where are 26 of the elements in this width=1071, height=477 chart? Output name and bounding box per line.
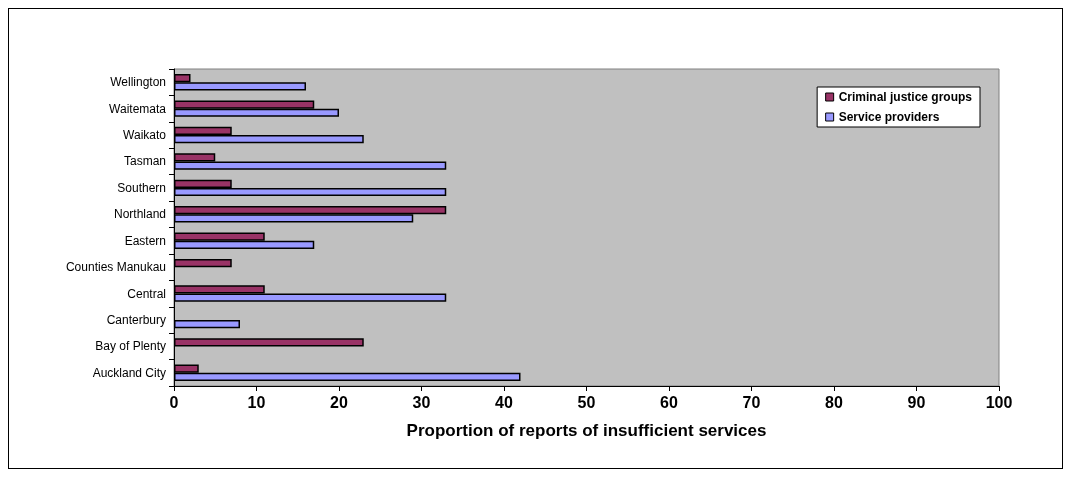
x-tick-label: 20 xyxy=(330,393,348,411)
y-tick-label: Wellington xyxy=(110,75,166,90)
y-tick-label: Canterbury xyxy=(106,312,166,327)
x-tick-label: 70 xyxy=(742,393,761,411)
legend-label: Criminal justice groups xyxy=(838,90,973,104)
x-axis-title: Proportion of reports of insufficient services xyxy=(406,421,767,440)
x-tick-label: 30 xyxy=(412,393,431,411)
y-tick-label: Central xyxy=(127,286,166,301)
x-tick-label: 100 xyxy=(985,393,1013,411)
x-tick-label: 0 xyxy=(169,393,179,411)
y-tick-label: Eastern xyxy=(124,233,166,248)
y-tick-label: Northland xyxy=(113,207,166,222)
y-tick-label: Waikato xyxy=(123,128,167,143)
x-tick-label: 10 xyxy=(247,393,266,411)
x-tick-label: 40 xyxy=(495,393,513,411)
y-tick-label: Southern xyxy=(117,180,166,195)
x-tick-label: 90 xyxy=(907,393,926,411)
x-tick-label: 60 xyxy=(660,393,678,411)
x-tick-label: 50 xyxy=(577,393,596,411)
x-tick-label: 80 xyxy=(825,393,843,411)
y-tick-label: Tasman xyxy=(123,154,166,169)
legend-label: Service providers xyxy=(838,110,940,124)
y-tick-label: Bay of Plenty xyxy=(95,339,166,354)
y-tick-label: Waitemata xyxy=(109,101,167,116)
y-tick-label: Counties Manukau xyxy=(65,260,166,275)
y-tick-label: Auckland City xyxy=(92,365,166,380)
